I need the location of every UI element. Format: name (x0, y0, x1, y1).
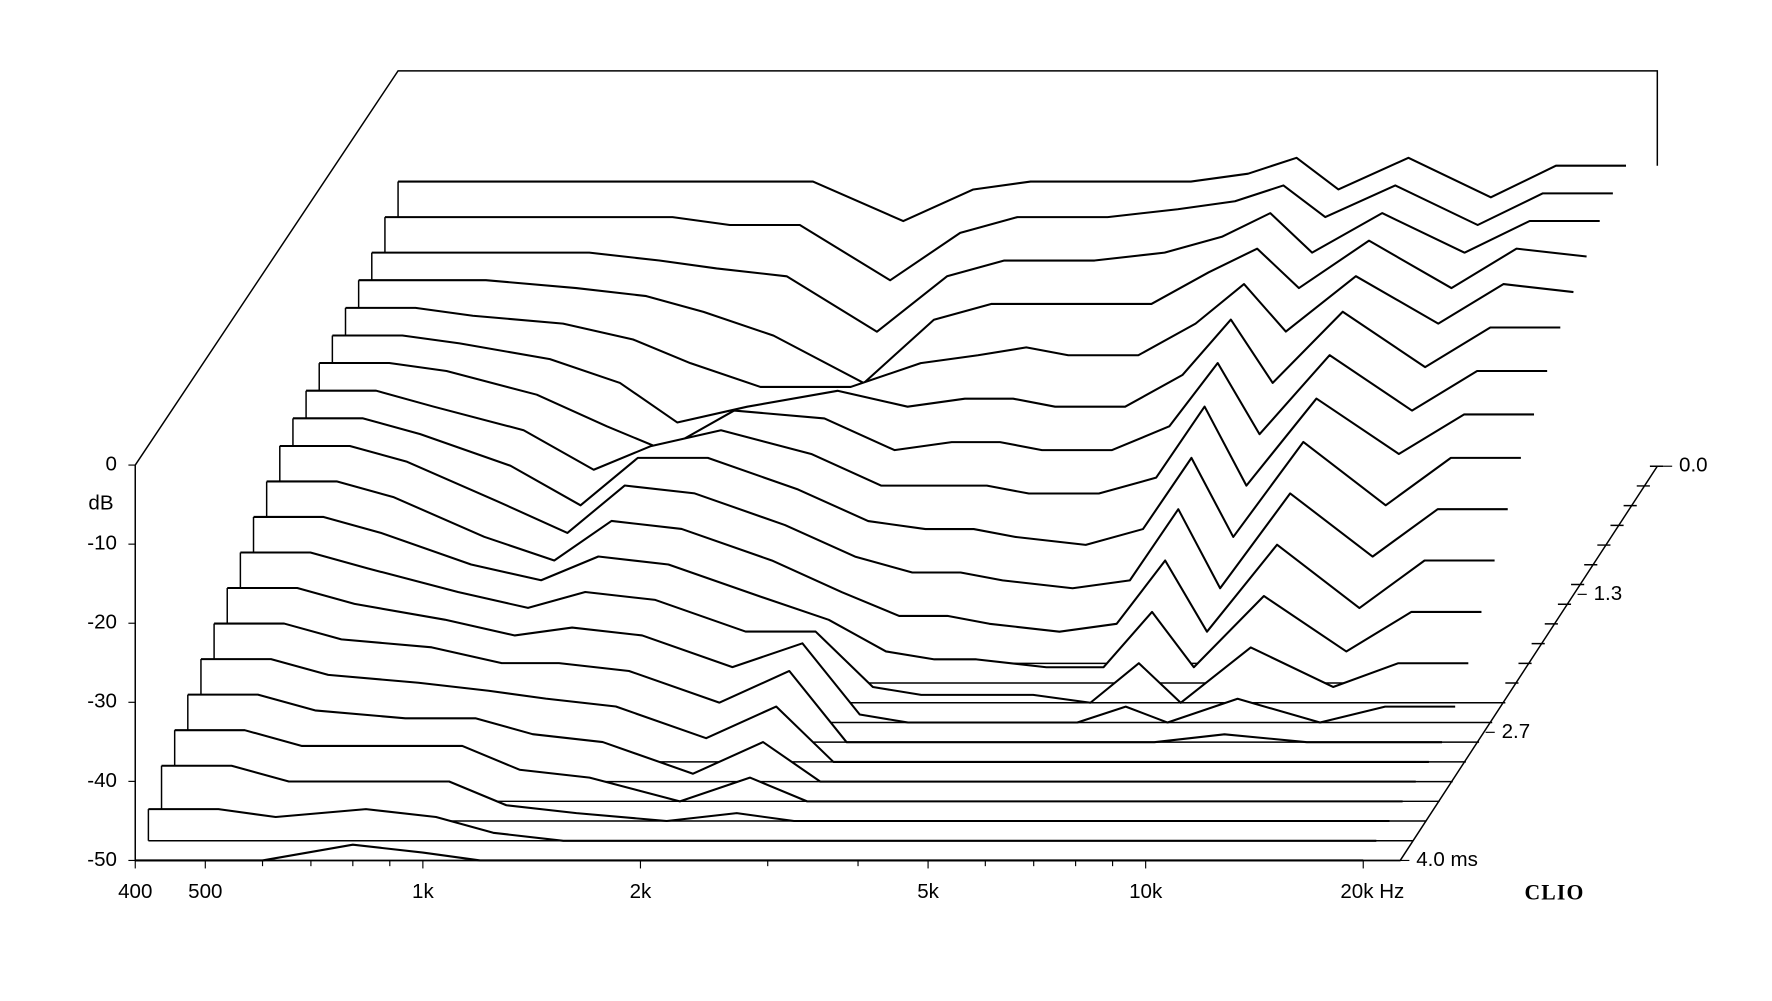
y-tick-label: -50 (87, 848, 117, 871)
slice-curve (398, 156, 1627, 223)
slice-curve (227, 587, 1456, 724)
slice-fill (148, 809, 1414, 841)
x-tick-label: 20k Hz (1340, 880, 1404, 903)
x-tick-label: 10k (1129, 880, 1163, 903)
slice-curve (174, 729, 1403, 803)
slice-curve (319, 354, 1548, 452)
slice-curve (371, 212, 1600, 333)
x-tick-label: 500 (188, 880, 222, 903)
x-tick-label: 1k (412, 880, 434, 903)
slice-curve (148, 808, 1377, 842)
slices (135, 156, 1664, 862)
x-tick-label: 400 (118, 880, 152, 903)
slice-curve (214, 622, 1443, 744)
y-tick-label: -40 (87, 769, 117, 792)
slice-curve (345, 275, 1574, 388)
brand: CLIO (1524, 881, 1584, 905)
slice-curve (332, 310, 1561, 424)
z-tick-label: 2.7 (1502, 720, 1531, 743)
z-tick-label: 4.0 ms (1416, 848, 1478, 871)
axes (128, 464, 1673, 869)
slice-fill (187, 694, 1453, 782)
slice-curve (266, 480, 1495, 633)
slice-curve (240, 551, 1469, 704)
slice-curve (253, 515, 1482, 669)
slice-fill (135, 844, 1401, 861)
slice-fill (174, 730, 1440, 802)
y-axis-label: dB (88, 491, 113, 514)
x-tick-label: 2k (630, 880, 652, 903)
slice-curve (279, 444, 1508, 590)
z-tick-label: 0.0 (1679, 454, 1708, 477)
slice-curve (306, 389, 1535, 495)
y-tick-label: 0 (106, 453, 117, 476)
slice-curve (292, 417, 1521, 546)
y-tick-label: -20 (87, 611, 117, 634)
slice-fill (161, 765, 1427, 822)
slice-curve (384, 184, 1613, 282)
y-tick-label: -10 (87, 532, 117, 555)
slice-curve (358, 239, 1587, 385)
slice-curve (161, 764, 1390, 823)
y-tick-label: -30 (87, 690, 117, 713)
z-tick-label: 1.3 (1594, 582, 1623, 605)
x-tick-label: 5k (917, 880, 939, 903)
slice-curve (200, 658, 1429, 763)
slice-curve (187, 693, 1416, 783)
